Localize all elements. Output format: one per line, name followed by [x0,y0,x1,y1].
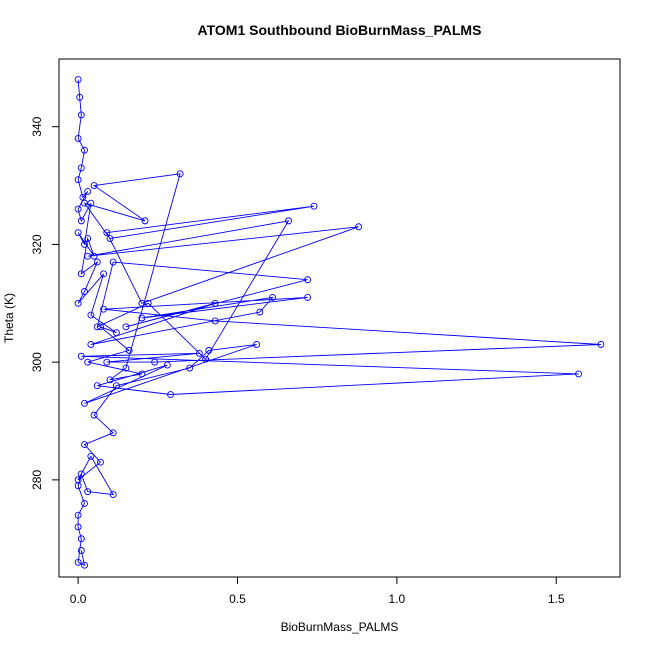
data-point [112,329,120,337]
data-point [77,535,85,543]
data-point [77,470,85,478]
data-point [81,499,88,507]
data-point [93,258,101,266]
data-point [81,441,88,449]
data-point [77,352,85,360]
data-point [186,364,194,372]
data-point [106,376,114,384]
data-point [109,429,117,437]
data-point [151,358,159,366]
data-point [74,558,82,566]
data-point [76,93,84,101]
data-point [144,299,152,307]
data-point [125,346,133,354]
y-tick-label: 280 [30,470,44,490]
data-point [77,270,85,278]
data-point [74,299,82,307]
data-point [84,358,92,366]
data-point [96,458,104,466]
data-point [81,146,88,154]
data-point [74,482,82,490]
data-point [74,135,82,142]
data-point [84,488,92,496]
data-point [77,111,85,119]
data-point [253,341,261,348]
data-point [87,452,95,460]
data-point [74,511,82,519]
data-point [256,308,264,316]
data-point [84,235,92,242]
data-point [103,358,111,366]
data-point [74,229,82,237]
data-point [81,199,88,207]
data-point [167,391,175,398]
data-point [112,382,120,390]
data-point [163,361,171,369]
x-axis: 0.0 0.5 1.0 1.5 [70,576,565,606]
data-point [87,341,95,348]
data-point [103,229,111,237]
data-point [74,205,82,213]
data-point [304,276,312,284]
data-point [285,217,292,225]
data-point [109,491,117,499]
data-point [141,217,149,225]
data-point [195,349,203,357]
data-point [100,305,108,313]
y-tick-label: 340 [30,116,44,136]
data-point [84,252,92,260]
data-point [597,341,605,348]
data-point [74,176,82,184]
data-point [109,258,117,266]
data-point [205,346,213,354]
series-layer [74,76,605,569]
y-axis: 280 300 320 340 [30,116,60,490]
y-axis-label: Theta (K) [2,293,16,343]
data-point [176,170,184,178]
data-point [122,323,130,331]
data-point [269,293,277,301]
data-point [77,217,85,225]
y-tick-label: 300 [30,352,44,372]
x-axis-label: BioBurnMass_PALMS [281,620,399,634]
data-point [211,299,219,307]
data-point [87,311,95,319]
data-point [93,382,101,390]
chart-title: ATOM1 Southbound BioBurnMass_PALMS [198,22,482,38]
y-tick-label: 320 [30,234,44,254]
x-tick-label: 0.5 [229,592,246,606]
data-point [81,240,88,248]
x-tick-label: 0.0 [70,592,87,606]
data-point [81,288,88,295]
data-point [310,202,318,210]
data-point [138,314,146,322]
data-point [81,561,88,569]
data-point [90,411,98,419]
data-point [355,223,363,231]
data-point [138,370,146,378]
data-point [96,323,104,331]
data-point [122,364,130,372]
x-tick-label: 1.5 [548,592,565,606]
data-point [90,182,98,190]
data-point [81,399,88,407]
data-point [74,523,82,531]
data-point [74,76,82,84]
data-point [211,317,219,325]
data-point [100,270,108,278]
data-point [77,164,85,172]
data-point [93,323,101,331]
data-point [575,370,583,378]
x-tick-label: 1.0 [389,592,406,606]
data-point [202,355,210,363]
data-point [304,293,312,301]
data-point [77,547,85,554]
data-point [84,187,92,195]
data-point [106,235,114,242]
